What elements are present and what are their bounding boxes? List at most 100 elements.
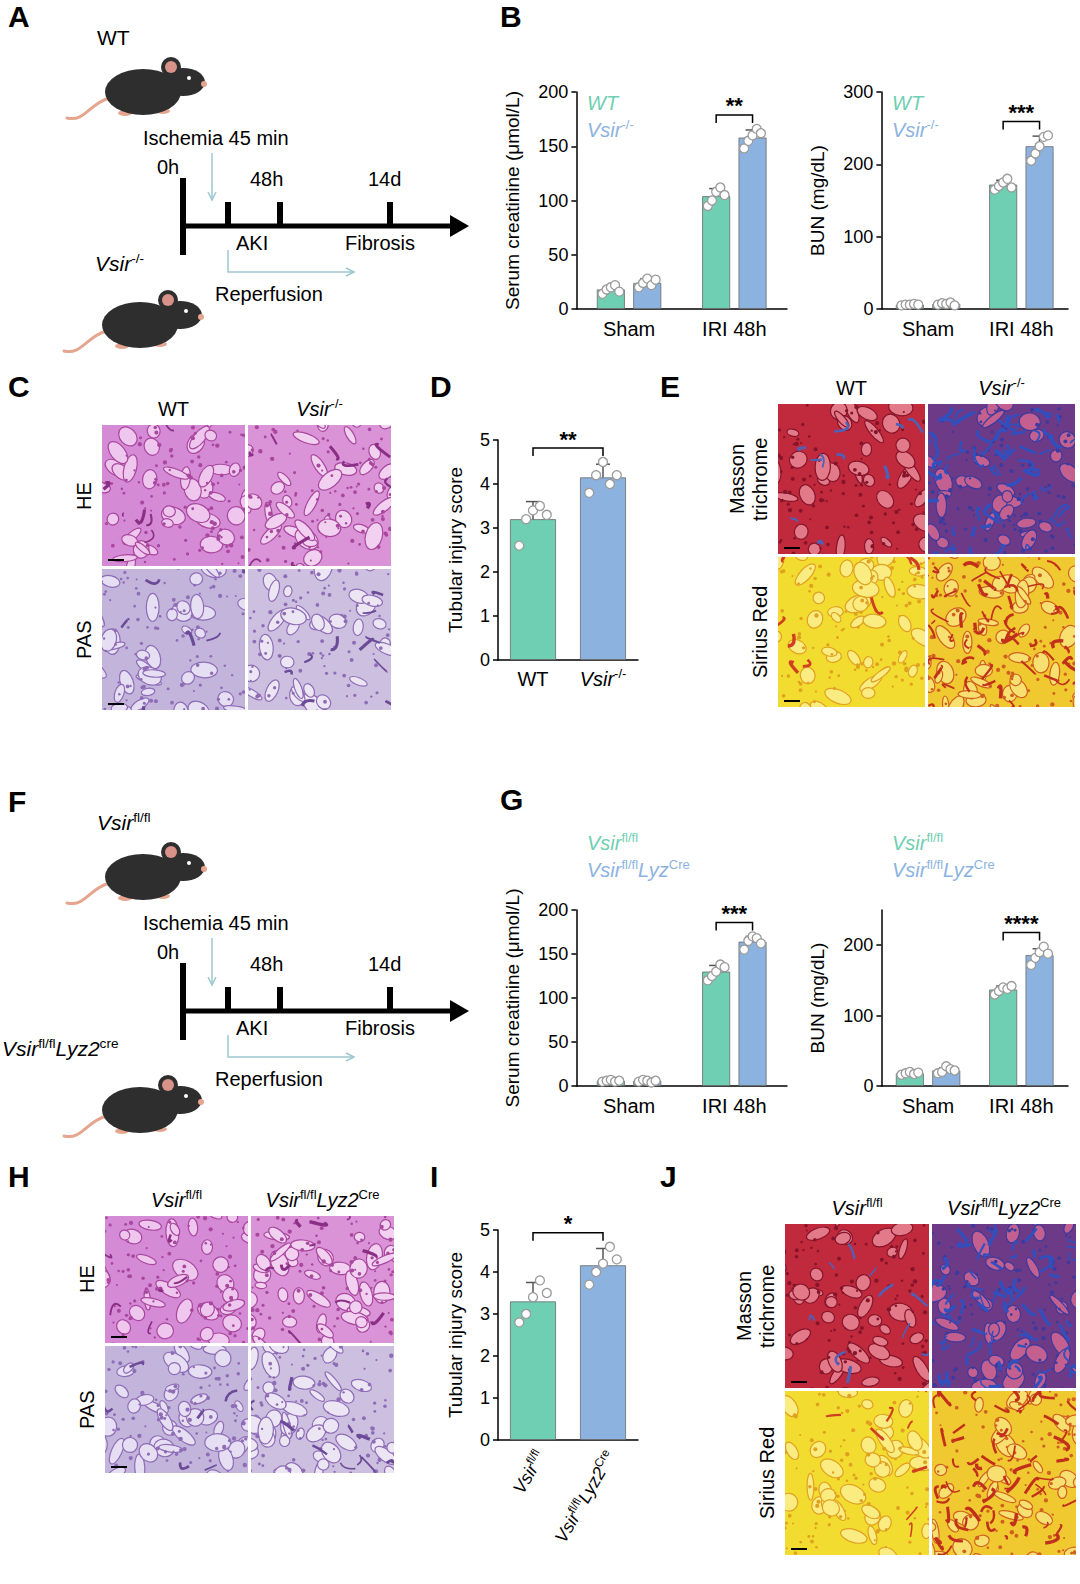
- svg-text:2: 2: [480, 1346, 490, 1366]
- html-text:AKI: AKI: [236, 232, 269, 254]
- svg-text:0: 0: [863, 299, 873, 319]
- svg-text:5: 5: [480, 430, 490, 450]
- html-text:Vsirfl/fl: Vsirfl/fl: [151, 1187, 202, 1211]
- svg-text:1: 1: [480, 606, 490, 626]
- svg-text:4: 4: [480, 474, 490, 494]
- html-text:Vsirfl/flLyzCre: Vsirfl/flLyzCre: [892, 857, 995, 881]
- html-text:14d: 14d: [368, 168, 402, 190]
- html-text:Vsir-/-: Vsir-/-: [579, 666, 627, 690]
- html-text:14d: 14d: [368, 953, 402, 975]
- svg-text:**: **: [559, 427, 577, 452]
- html-text:Vsirfl/flLyzCre: Vsirfl/flLyzCre: [587, 857, 690, 881]
- svg-text:BUN (mg/dL): BUN (mg/dL): [807, 145, 828, 256]
- svg-text:200: 200: [843, 154, 873, 174]
- html-text:Vsir-/-: Vsir-/-: [892, 117, 939, 141]
- svg-text:0: 0: [480, 650, 490, 670]
- html-text:WT: WT: [892, 92, 924, 114]
- svg-text:50: 50: [548, 1032, 568, 1052]
- html-text:Vsirfl/flLyz2cre: Vsirfl/flLyz2cre: [2, 1036, 119, 1060]
- svg-text:Serum creatinine (μmol/L): Serum creatinine (μmol/L): [502, 889, 523, 1108]
- svg-text:Serum creatinine (μmol/L): Serum creatinine (μmol/L): [502, 91, 523, 310]
- svg-text:Tubular injury score: Tubular injury score: [445, 467, 466, 633]
- html-text:Vsir-/-: Vsir-/-: [296, 396, 343, 420]
- html-text:Vsirfl/fl: Vsirfl/fl: [831, 1195, 883, 1219]
- svg-text:0: 0: [558, 299, 568, 319]
- html-text:Reperfusion: Reperfusion: [215, 283, 323, 305]
- svg-text:4: 4: [480, 1262, 490, 1282]
- html-text:Sirius Red: Sirius Red: [756, 1426, 778, 1520]
- svg-text:100: 100: [843, 1006, 873, 1026]
- svg-text:150: 150: [538, 944, 568, 964]
- html-text:Vsirfl/fl: Vsirfl/fl: [587, 830, 639, 854]
- html-text:Fibrosis: Fibrosis: [345, 1017, 415, 1039]
- svg-text:Sham: Sham: [603, 318, 655, 340]
- svg-text:Sham: Sham: [902, 1095, 954, 1117]
- html-text:A: A: [8, 0, 30, 33]
- html-text:Vsirfl/flLyz2Cre: Vsirfl/flLyz2Cre: [265, 1187, 380, 1211]
- html-text:Ischemia 45 min: Ischemia 45 min: [143, 912, 289, 934]
- svg-text:Sham: Sham: [902, 318, 954, 340]
- svg-text:BUN (mg/dL): BUN (mg/dL): [807, 943, 828, 1054]
- html-text:Vsirfl/flLyz2Cre: Vsirfl/flLyz2Cre: [947, 1195, 1061, 1219]
- html-text:WT: WT: [158, 398, 189, 420]
- html-text:HE: HE: [76, 1265, 98, 1294]
- svg-text:IRI 48h: IRI 48h: [702, 1095, 766, 1117]
- svg-text:300: 300: [843, 82, 873, 102]
- html-text:C: C: [8, 370, 30, 403]
- svg-text:0: 0: [480, 1430, 490, 1450]
- svg-text:200: 200: [843, 935, 873, 955]
- html-text:0h: 0h: [157, 156, 180, 178]
- svg-text:0: 0: [863, 1076, 873, 1096]
- svg-text:***: ***: [722, 901, 748, 926]
- html-text:PAS: PAS: [73, 620, 95, 659]
- html-text:Vsir-/-: Vsir-/-: [978, 375, 1025, 399]
- html-text:WT: WT: [97, 26, 130, 49]
- html-text:PAS: PAS: [76, 1390, 98, 1429]
- svg-text:3: 3: [480, 1304, 490, 1324]
- svg-text:200: 200: [538, 82, 568, 102]
- html-text:Vsir: Vsir: [550, 1509, 584, 1547]
- svg-text:IRI 48h: IRI 48h: [702, 318, 766, 340]
- svg-text:100: 100: [538, 988, 568, 1008]
- svg-text:*: *: [564, 1211, 573, 1236]
- html-text:HE: HE: [73, 481, 95, 510]
- html-text:48h: 48h: [250, 953, 284, 975]
- svg-text:100: 100: [843, 227, 873, 247]
- svg-text:**: **: [726, 93, 744, 118]
- svg-text:2: 2: [480, 562, 490, 582]
- svg-text:50: 50: [548, 245, 568, 265]
- html-text:Masson trichrome: Masson trichrome: [733, 1264, 778, 1348]
- html-text:Ischemia 45 min: Ischemia 45 min: [143, 127, 289, 149]
- svg-text:1: 1: [480, 1388, 490, 1408]
- svg-text:IRI 48h: IRI 48h: [989, 318, 1053, 340]
- svg-text:150: 150: [538, 136, 568, 156]
- svg-text:Sham: Sham: [603, 1095, 655, 1117]
- svg-text:5: 5: [480, 1220, 490, 1240]
- svg-text:100: 100: [538, 191, 568, 211]
- html-text:Vsirfl/fl: Vsirfl/fl: [97, 810, 151, 834]
- svg-text:200: 200: [538, 900, 568, 920]
- html-text:WT: WT: [836, 377, 867, 399]
- html-text:Sirius Red: Sirius Red: [749, 585, 771, 679]
- svg-text:Tubular injury score: Tubular injury score: [445, 1252, 466, 1418]
- svg-text:3: 3: [480, 518, 490, 538]
- html-text:H: H: [8, 1160, 30, 1193]
- svg-text:IRI 48h: IRI 48h: [989, 1095, 1053, 1117]
- html-text:Reperfusion: Reperfusion: [215, 1068, 323, 1090]
- html-text:Lyz2: Lyz2: [573, 1463, 610, 1507]
- html-text:Vsir: Vsir: [509, 1460, 542, 1498]
- html-text:Fibrosis: Fibrosis: [345, 232, 415, 254]
- html-text:Vsir-/-: Vsir-/-: [587, 117, 634, 141]
- html-text:G: G: [500, 783, 524, 816]
- html-text:AKI: AKI: [236, 1017, 269, 1039]
- html-text:Vsir-/-: Vsir-/-: [95, 251, 144, 275]
- html-text:Vsirfl/fl: Vsirfl/fl: [892, 830, 944, 854]
- html-text:48h: 48h: [250, 168, 284, 190]
- svg-text:0: 0: [558, 1076, 568, 1096]
- svg-text:***: ***: [1009, 100, 1035, 125]
- html-text:0h: 0h: [157, 941, 180, 963]
- svg-text:****: ****: [1004, 911, 1039, 936]
- html-text:B: B: [500, 0, 522, 33]
- html-text:Masson trichrome: Masson trichrome: [726, 437, 771, 521]
- html-text:WT: WT: [587, 92, 619, 114]
